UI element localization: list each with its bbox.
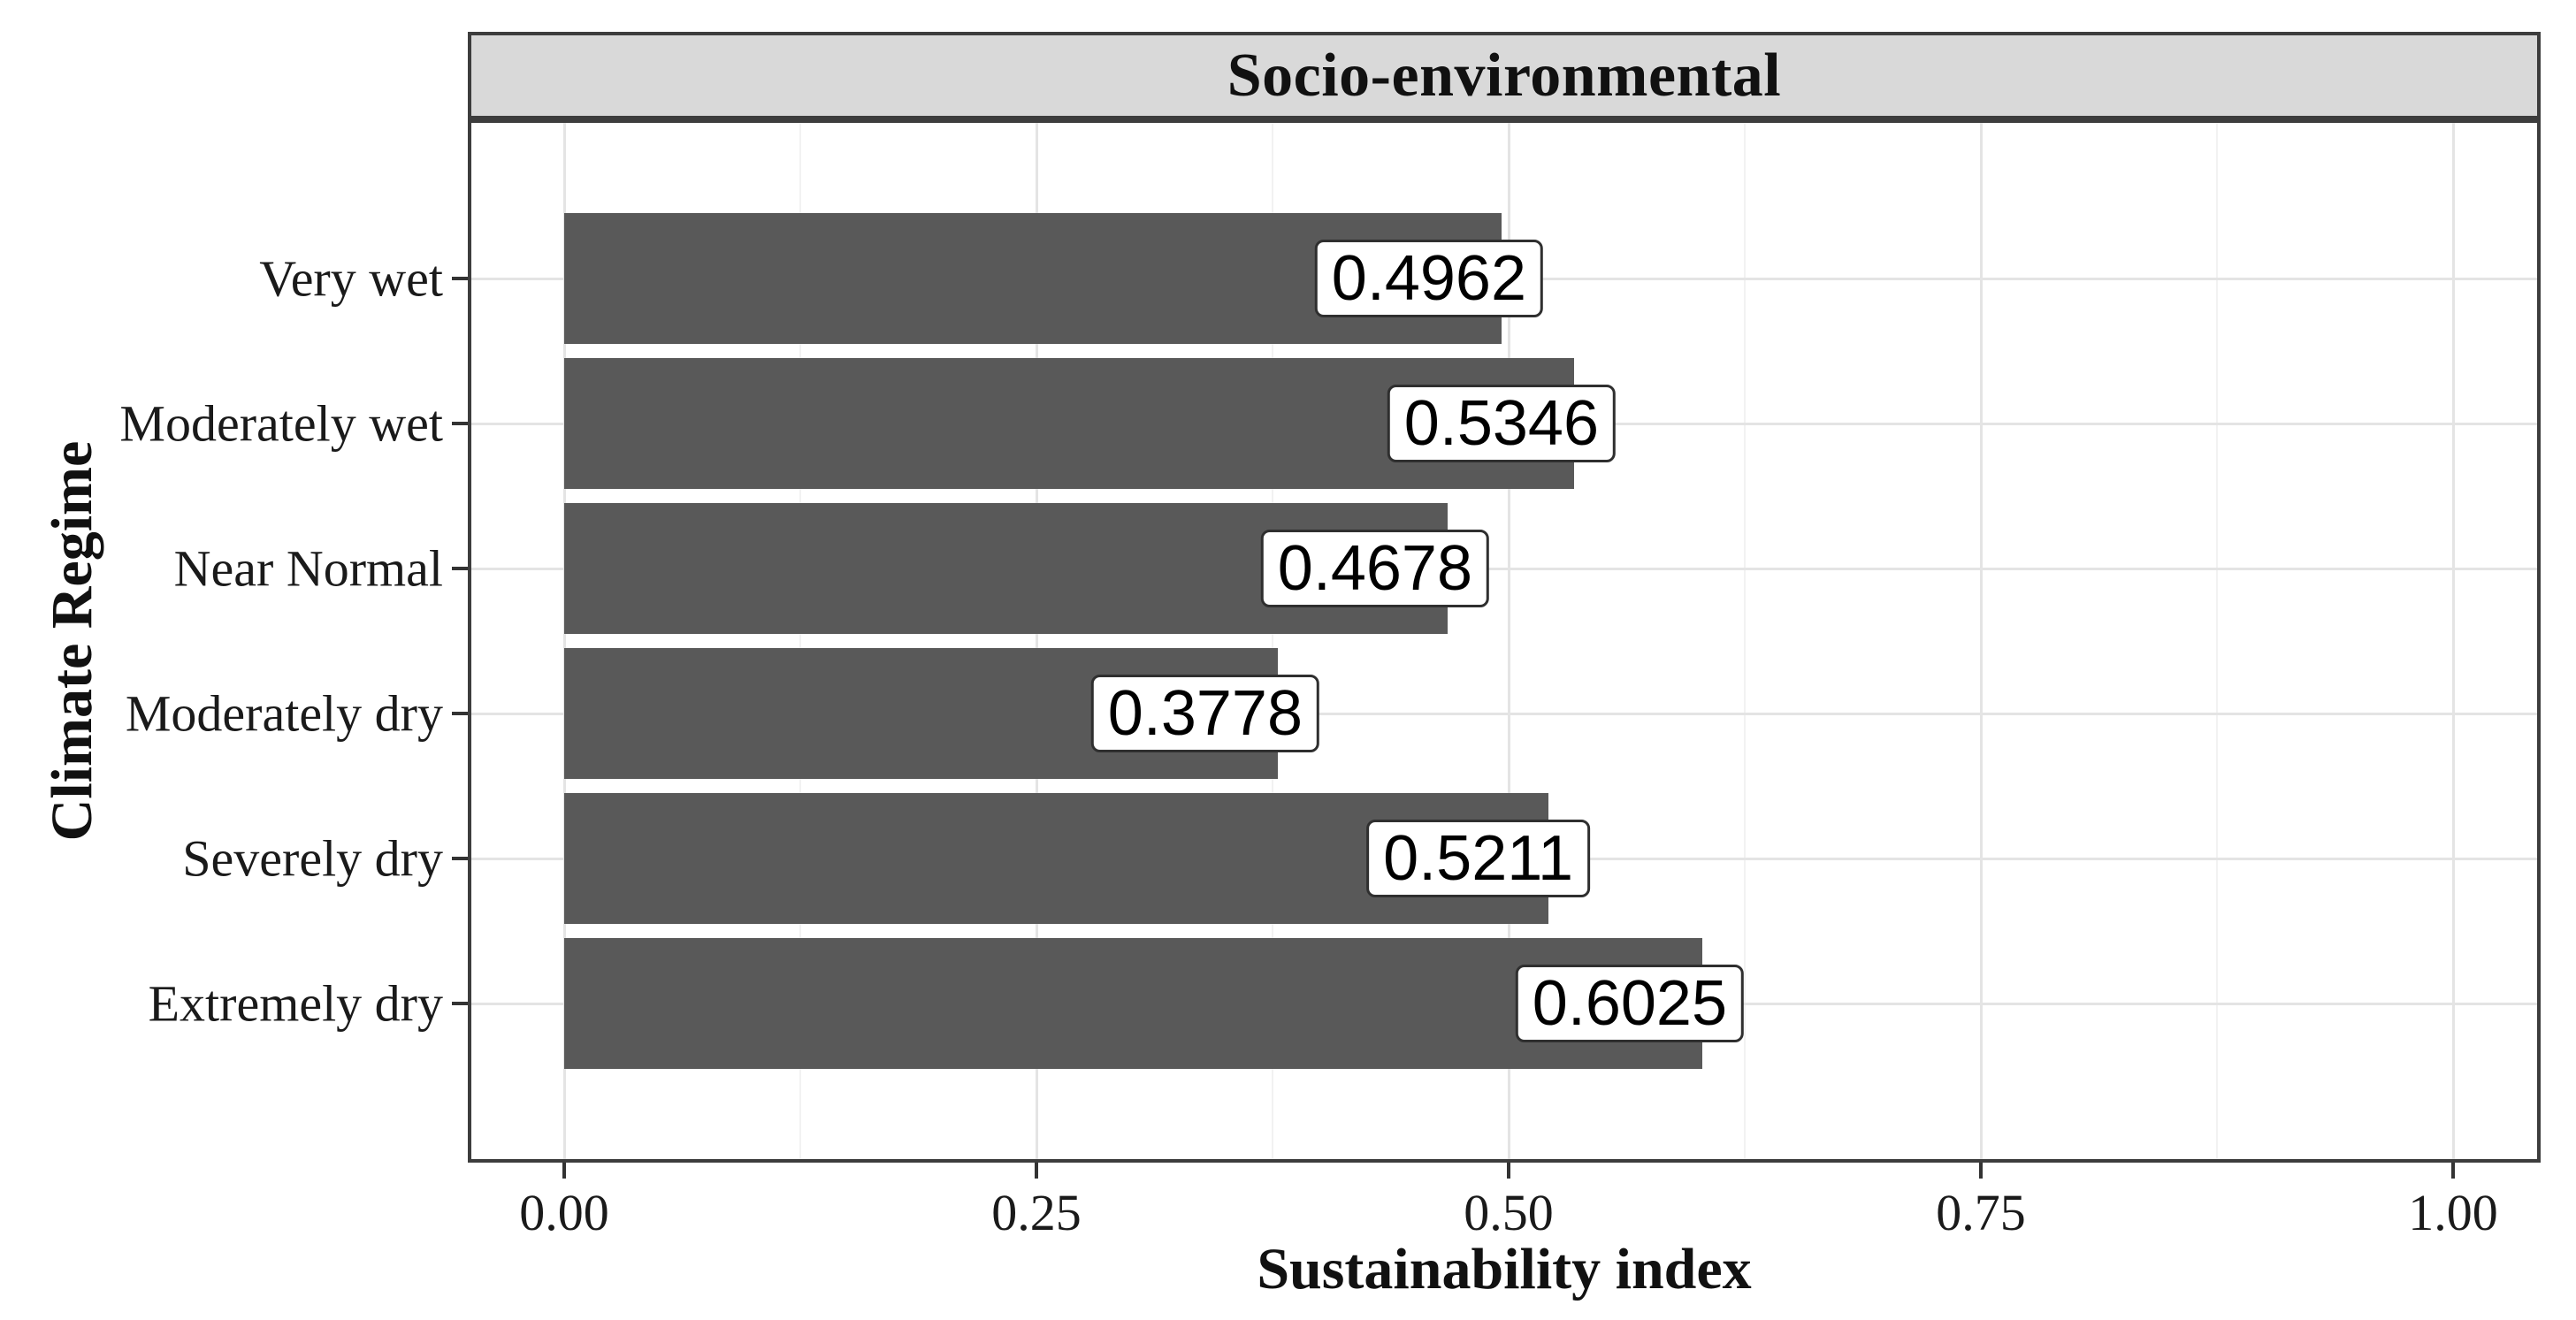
facet-strip-label: Socio-environmental — [1227, 41, 1782, 110]
x-axis-tick-label: 0.25 — [991, 1184, 1082, 1241]
y-axis-label: Very wet — [259, 249, 443, 308]
y-axis-title: Climate Regime — [40, 440, 104, 842]
bar-value-label: 0.5346 — [1387, 385, 1616, 462]
x-axis-tick — [562, 1163, 566, 1179]
gridline-minor-vertical — [1272, 119, 1273, 1163]
bar — [564, 938, 1702, 1069]
gridline-minor-vertical — [799, 119, 801, 1163]
bar-value-label: 0.6025 — [1515, 965, 1744, 1042]
bar-value-label: 0.4678 — [1260, 530, 1489, 607]
y-axis-label: Extremely dry — [148, 974, 443, 1033]
x-axis-tick — [1035, 1163, 1038, 1179]
y-axis-tick — [452, 712, 468, 715]
y-axis-label: Moderately wet — [119, 394, 443, 453]
y-axis-tick — [452, 277, 468, 280]
y-axis-tick — [452, 1002, 468, 1005]
gridline-major-vertical — [2452, 119, 2455, 1163]
gridline-minor-vertical — [2216, 119, 2218, 1163]
x-axis-tick-label: 0.75 — [1936, 1184, 2026, 1241]
gridline-major-vertical — [1036, 119, 1038, 1163]
x-axis-tick-label: 0.00 — [519, 1184, 609, 1241]
bar-value-label: 0.4962 — [1314, 240, 1543, 317]
y-axis-label: Near Normal — [173, 539, 443, 598]
bar-value-label: 0.3778 — [1090, 675, 1319, 752]
facet-strip: Socio-environmental — [468, 32, 2541, 119]
x-axis-tick — [2451, 1163, 2455, 1179]
y-axis-label: Moderately dry — [125, 684, 443, 743]
gridline-major-horizontal — [468, 568, 2541, 570]
y-axis-tick — [452, 857, 468, 860]
y-axis-tick — [452, 567, 468, 570]
x-axis-tick-label: 0.50 — [1464, 1184, 1554, 1241]
y-axis-label: Severely dry — [182, 829, 443, 888]
x-axis-tick — [1979, 1163, 1983, 1179]
y-axis-tick — [452, 422, 468, 425]
gridline-major-horizontal — [468, 713, 2541, 715]
gridline-major-vertical — [563, 119, 566, 1163]
gridline-major-vertical — [1980, 119, 1983, 1163]
x-axis-tick-label: 1.00 — [2408, 1184, 2498, 1241]
x-axis-title: Sustainability index — [1257, 1237, 1752, 1301]
bar-value-label: 0.5211 — [1366, 820, 1590, 897]
gridline-major-vertical — [1508, 119, 1510, 1163]
gridline-minor-vertical — [1744, 119, 1746, 1163]
x-axis-tick — [1507, 1163, 1510, 1179]
